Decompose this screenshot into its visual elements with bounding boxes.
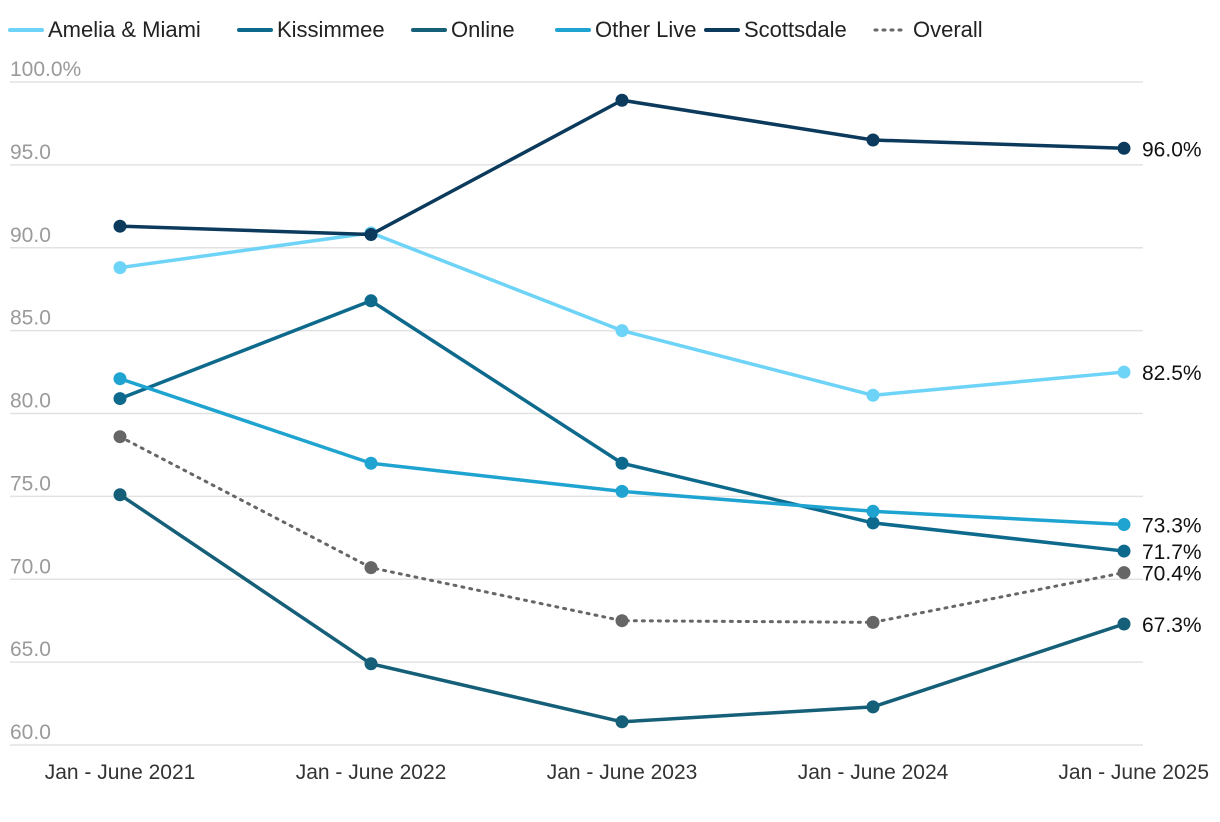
chart-series (113, 93, 1131, 729)
x-tick-label: Jan - June 2025 (1058, 761, 1209, 784)
series-overall (113, 430, 1131, 629)
data-point-amelia-and-miami (1117, 365, 1131, 379)
data-point-scottsdale (364, 227, 378, 241)
data-point-overall (615, 614, 629, 628)
data-point-overall (1117, 566, 1131, 580)
data-point-online (1117, 617, 1131, 631)
chart-grid (10, 81, 1143, 746)
legend-item-kissimmee: Kissimmee (237, 17, 385, 42)
data-point-kissimmee (364, 294, 378, 308)
end-label-kissimmee: 71.7% (1142, 541, 1202, 564)
series-online (113, 488, 1131, 729)
data-point-other-live (364, 456, 378, 470)
chart-legend: Amelia & Miami Kissimmee Online Other Live S… (8, 17, 983, 42)
data-point-amelia-and-miami (866, 388, 880, 402)
data-point-amelia-and-miami (113, 261, 127, 275)
data-point-kissimmee (866, 516, 880, 530)
data-point-scottsdale (866, 133, 880, 147)
series-kissimmee (113, 294, 1131, 558)
x-tick-label: Jan - June 2022 (296, 761, 447, 784)
y-tick-label: 85.0 (10, 307, 51, 330)
data-point-overall (866, 615, 880, 629)
data-point-online (615, 715, 629, 729)
series-line-online (118, 492, 1126, 724)
y-tick-label: 80.0 (10, 390, 51, 413)
data-point-amelia-and-miami (615, 324, 629, 338)
data-point-scottsdale (615, 93, 629, 107)
data-point-overall (364, 561, 378, 575)
end-label-other-live: 73.3% (1142, 515, 1202, 538)
legend-item-overall: Overall (873, 17, 983, 42)
y-tick-label: 95.0 (10, 141, 51, 164)
series-amelia-and-miami (113, 226, 1131, 402)
y-tick-label: 70.0 (10, 555, 51, 578)
legend-label: Kissimmee (277, 17, 385, 42)
x-tick-label: Jan - June 2023 (547, 761, 698, 784)
data-point-online (866, 700, 880, 714)
end-label-scottsdale: 96.0% (1142, 138, 1202, 161)
y-axis: 100.0% 95.0 90.0 85.0 80.0 75.0 70.0 65.0 60.0 (10, 58, 81, 744)
legend-item-online: Online (411, 17, 515, 42)
series-line-other-live (118, 376, 1126, 527)
series-line-scottsdale (118, 98, 1126, 237)
series-line-amelia-and-miami (118, 231, 1126, 398)
y-tick-label: 75.0 (10, 472, 51, 495)
data-point-overall (113, 430, 127, 444)
legend-label: Overall (913, 17, 983, 42)
data-point-scottsdale (1117, 141, 1131, 155)
y-tick-label: 65.0 (10, 638, 51, 661)
y-tick-label: 100.0% (10, 58, 81, 81)
series-other-live (113, 372, 1131, 532)
data-point-online (364, 657, 378, 671)
x-tick-label: Jan - June 2021 (45, 761, 196, 784)
legend-item-other-live: Other Live (555, 17, 697, 42)
legend-label: Scottsdale (744, 17, 847, 42)
data-point-other-live (615, 484, 629, 498)
legend-label: Amelia & Miami (48, 17, 201, 42)
x-axis: Jan - June 2021 Jan - June 2022 Jan - June… (45, 761, 1209, 784)
end-label-overall: 70.4% (1142, 563, 1202, 586)
legend-label: Other Live (595, 17, 697, 42)
legend-item-amelia-and-miami: Amelia & Miami (8, 17, 201, 42)
data-point-other-live (1117, 518, 1131, 532)
y-tick-label: 60.0 (10, 721, 51, 744)
end-label-amelia-and-miami: 82.5% (1142, 362, 1202, 385)
series-scottsdale (113, 93, 1131, 241)
end-labels: 82.5% 71.7% 67.3% 73.3% 96.0% 70.4% (1142, 138, 1202, 637)
legend-label: Online (451, 17, 515, 42)
data-point-kissimmee (615, 456, 629, 470)
data-point-kissimmee (1117, 544, 1131, 558)
y-tick-label: 90.0 (10, 224, 51, 247)
x-tick-label: Jan - June 2024 (798, 761, 949, 784)
legend-item-scottsdale: Scottsdale (704, 17, 847, 42)
data-point-kissimmee (113, 392, 127, 406)
end-label-online: 67.3% (1142, 614, 1202, 637)
data-point-other-live (866, 504, 880, 518)
data-point-online (113, 488, 127, 502)
series-line-kissimmee (118, 299, 1126, 553)
data-point-other-live (113, 372, 127, 386)
data-point-scottsdale (113, 219, 127, 233)
